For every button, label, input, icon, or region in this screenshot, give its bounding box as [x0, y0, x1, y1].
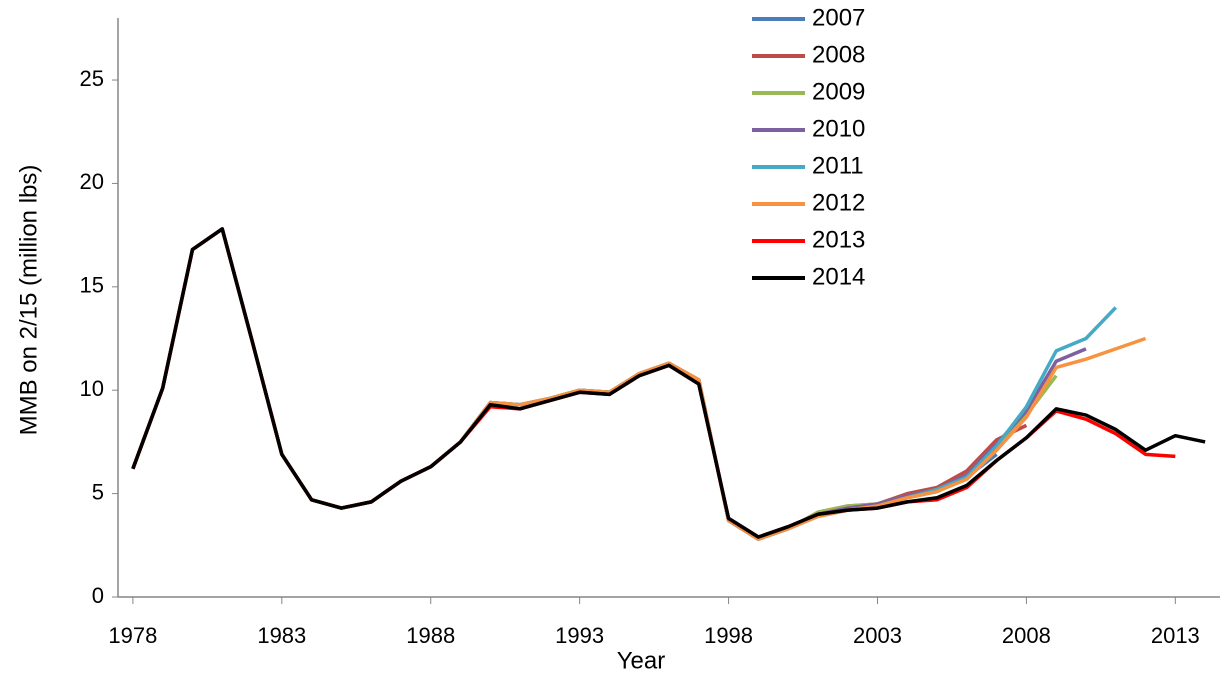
legend-label: 2009: [812, 78, 865, 105]
legend-label: 2007: [812, 4, 865, 31]
y-tick-label: 0: [92, 583, 104, 608]
series-line: [131, 227, 1206, 539]
y-tick-label: 20: [80, 169, 104, 194]
legend-label: 2008: [812, 41, 865, 68]
y-tick-label: 10: [80, 376, 104, 401]
series-line: [131, 227, 1028, 541]
x-tick-label: 1988: [406, 623, 455, 648]
legend-label: 2010: [812, 115, 865, 142]
x-tick-label: 1998: [704, 623, 753, 648]
x-tick-label: 2003: [853, 623, 902, 648]
y-tick-label: 15: [80, 273, 104, 298]
legend-label: 2014: [812, 263, 865, 290]
x-axis-label: Year: [617, 647, 666, 674]
x-tick-label: 1978: [108, 623, 157, 648]
legend-label: 2012: [812, 189, 865, 216]
series-line: [131, 227, 1147, 541]
y-tick-label: 25: [80, 66, 104, 91]
y-tick-label: 5: [92, 479, 104, 504]
x-tick-label: 1993: [555, 623, 604, 648]
x-tick-label: 1983: [257, 623, 306, 648]
series-line: [131, 227, 1176, 539]
legend-label: 2011: [812, 152, 864, 179]
series-line: [131, 227, 1087, 541]
legend-label: 2013: [812, 226, 865, 253]
x-tick-label: 2008: [1002, 623, 1051, 648]
x-tick-label: 2013: [1151, 623, 1200, 648]
y-axis-label: MMB on 2/15 (million lbs): [15, 165, 42, 436]
